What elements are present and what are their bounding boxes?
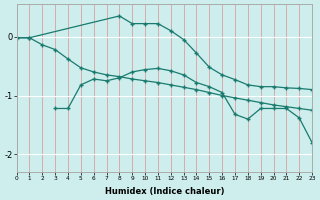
X-axis label: Humidex (Indice chaleur): Humidex (Indice chaleur) [105, 187, 224, 196]
